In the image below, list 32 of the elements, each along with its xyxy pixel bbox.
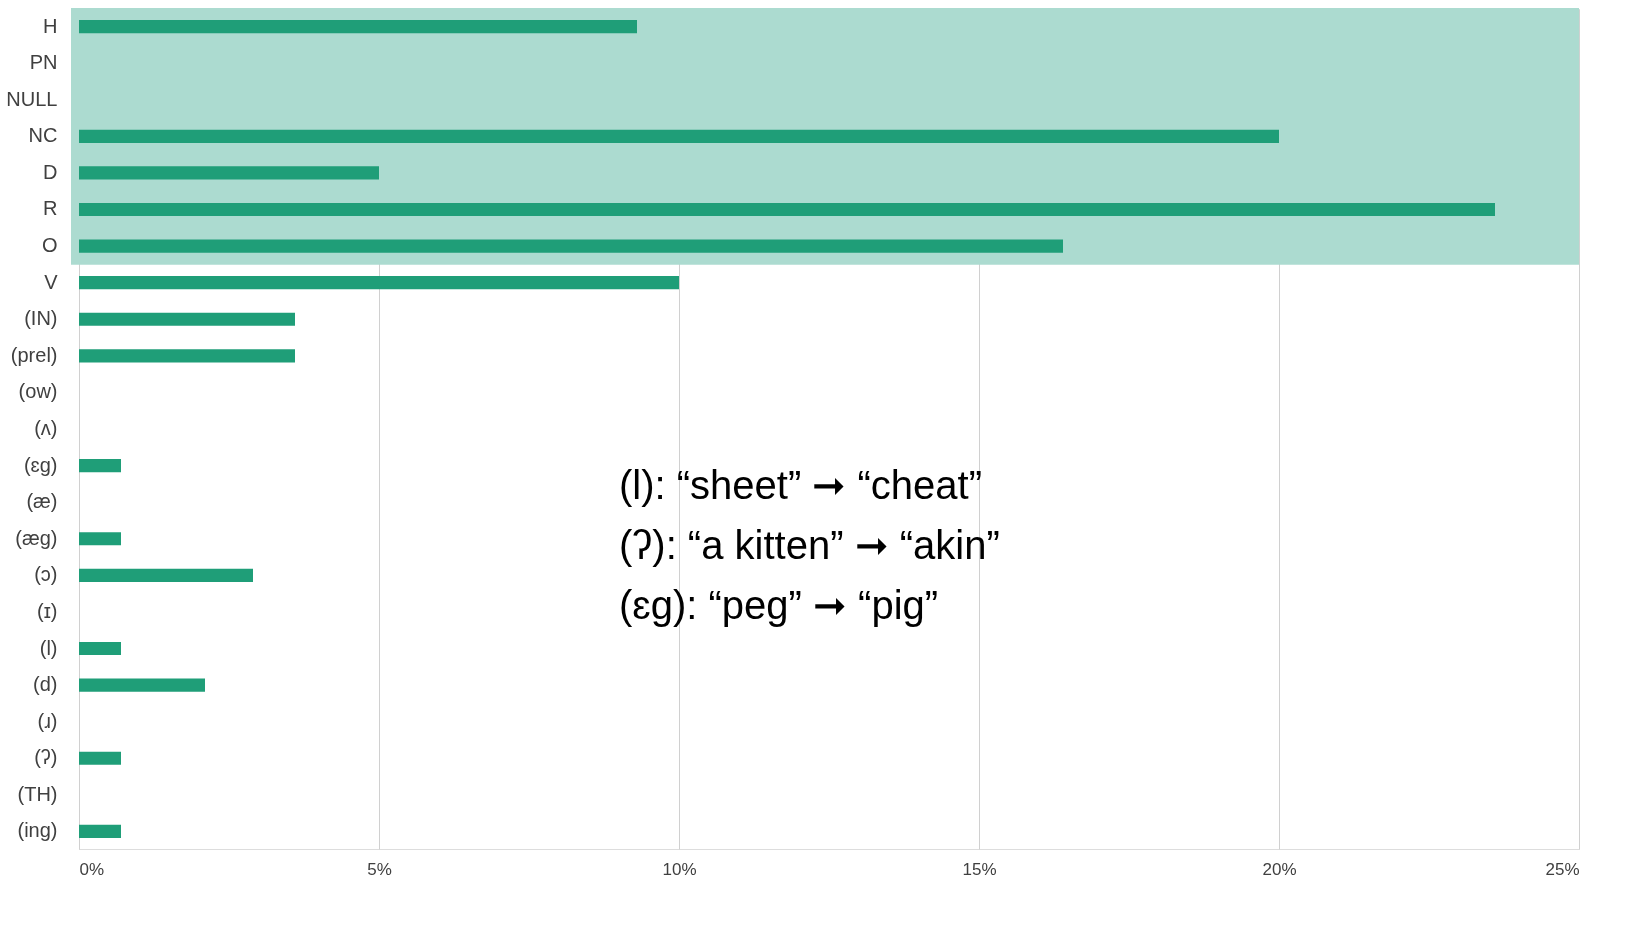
y-tick-label: (TH) (17, 782, 58, 805)
y-tick-label: (ɪ) (37, 599, 58, 622)
y-tick-label: D (43, 160, 58, 183)
y-tick-label: (ɹ) (37, 709, 58, 732)
y-tick-label: (ʔ) (34, 746, 58, 769)
y-tick-label: (ɔ) (34, 563, 58, 586)
x-tick-label: 5% (367, 859, 392, 879)
y-tick-label: V (44, 270, 59, 293)
x-tick-label: 10% (662, 859, 697, 879)
y-tick-label: (æg) (15, 526, 58, 549)
y-tick-label: (d) (33, 673, 58, 696)
annotation: (l): “sheet” ➞ “cheat” (619, 463, 982, 508)
y-tick-label: (l) (39, 636, 58, 659)
y-tick-label: (ow) (18, 380, 58, 403)
x-tick-label: 15% (962, 859, 997, 879)
x-tick-label: 0% (79, 859, 105, 879)
y-tick-label: H (43, 14, 58, 37)
y-tick-label: O (41, 234, 58, 257)
y-tick-label: NULL (6, 87, 58, 110)
x-tick-label: 25% (1545, 859, 1580, 879)
y-tick-label: (ing) (17, 819, 58, 842)
y-tick-label: PN (29, 51, 58, 74)
annotation: (ʔ): “a kitten” ➞ “akin” (619, 523, 1000, 568)
x-tick-label: 20% (1262, 859, 1297, 879)
y-tick-label: (ɛg) (23, 453, 58, 476)
annotation: (ɛg): “peg” ➞ “pig” (619, 583, 939, 628)
y-tick-label: (ʌ) (34, 417, 58, 439)
y-tick-label: R (43, 197, 58, 220)
y-tick-label: (æ) (26, 490, 58, 513)
y-tick-label: (prel) (10, 343, 58, 366)
y-tick-label: (IN) (24, 307, 58, 330)
y-tick-label: NC (28, 124, 58, 147)
